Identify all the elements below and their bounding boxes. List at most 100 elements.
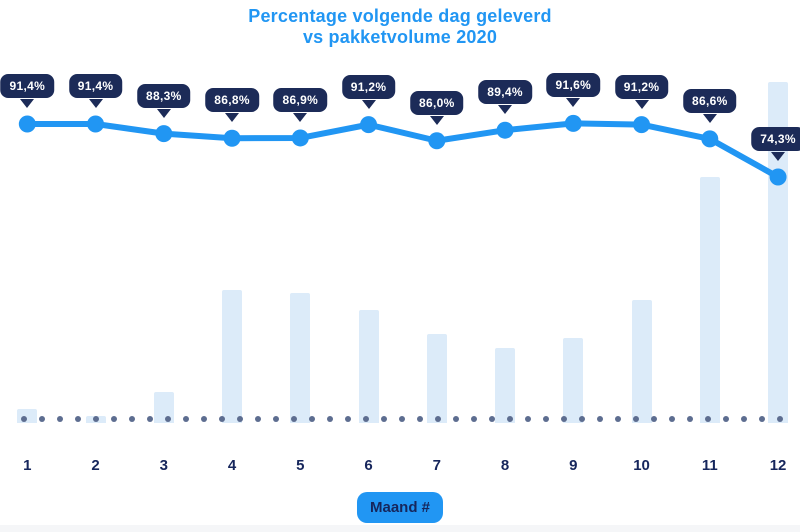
baseline-dot [633,416,639,422]
volume-bar [768,82,789,423]
baseline-dot [345,416,351,422]
x-axis-label: 4 [227,457,237,474]
value-tooltip-label: 91,4% [77,79,114,93]
data-point-marker [769,168,787,186]
x-axis-label: 2 [91,457,100,474]
value-tooltip-label: 91,2% [350,79,387,94]
baseline-dot [561,416,567,422]
data-point-marker [360,116,378,134]
baseline-dot [381,416,387,422]
baseline-dot [21,416,27,422]
baseline-dot [525,416,531,422]
value-tooltip-label: 86,0% [419,95,455,110]
baseline-dot [129,416,135,422]
value-tooltip: 91,6% [546,73,601,98]
data-point-marker [18,115,36,133]
x-axis-label: 7 [432,457,441,474]
volume-bar [563,337,584,423]
baseline-dot [705,416,711,422]
baseline-dot [543,416,549,422]
baseline-dot [183,416,189,422]
tooltip-tail [361,99,376,109]
value-tooltip: 91,4% [0,74,55,98]
value-tooltip: 89,4% [478,80,532,105]
volume-bar [222,290,243,423]
baseline-dot [471,416,477,422]
value-tooltip-label: 91,4% [9,79,46,93]
baseline-dot [435,416,441,422]
data-point-marker [223,129,241,147]
volume-bar [153,392,174,423]
baseline-dot [759,416,765,422]
value-tooltip-label: 89,4% [487,85,523,100]
baseline-dot [219,416,225,422]
x-axis-label: 5 [296,457,305,474]
chart-title-line1: Percentage volgende dag geleverd [248,6,552,26]
x-axis-label: 11 [701,457,718,474]
volume-bar [358,310,379,423]
baseline-dot [651,416,657,422]
baseline-dot [687,416,693,422]
x-axis-title-pill: Maand # [356,492,444,523]
data-point-marker [633,116,651,134]
value-tooltip: 91,4% [68,74,123,98]
tooltip-tail [293,112,308,122]
baseline-dot [399,416,405,422]
baseline-dot [255,416,261,422]
x-axis-label: 1 [23,457,32,474]
chart-title-line2: vs pakketvolume 2020 [302,27,498,47]
x-axis-label: 12 [769,457,787,474]
value-tooltip-label: 86,6% [692,93,728,108]
value-tooltip-label: 88,3% [146,88,182,103]
baseline-dot [615,416,621,422]
tooltip-tail [225,113,240,123]
baseline-dot [723,416,729,422]
x-axis-label: 8 [500,457,510,474]
data-point-marker [564,114,582,132]
data-point-marker [155,125,173,143]
tooltip-tail [20,99,35,108]
volume-bar [426,334,447,423]
value-tooltip-label: 86,8% [214,93,250,108]
data-point-marker [496,121,514,139]
baseline-dot [741,416,747,422]
baseline-dot [111,416,117,422]
volume-bar [699,177,720,423]
value-tooltip: 86,9% [273,87,328,112]
value-tooltip-label: 91,6% [555,78,592,93]
bottom-strip [0,525,800,532]
baseline-dot [39,416,45,422]
baseline-dot [363,416,369,422]
data-point-marker [291,129,309,147]
baseline-dot [75,416,81,422]
baseline-dot [453,416,459,422]
tooltip-tail [429,115,444,125]
x-axis-label: 9 [569,457,578,474]
baseline-dot [417,416,423,422]
volume-bar [495,347,516,423]
tooltip-tail [702,113,717,123]
volume-bar [290,293,311,423]
value-tooltip: 86,8% [205,88,259,113]
baseline-dot [273,416,279,422]
tooltip-tail [566,98,581,108]
baseline-dot [669,416,675,422]
baseline-dot [489,416,495,422]
baseline-dot [93,416,99,422]
tooltip-tail [771,152,786,161]
x-axis-label: 3 [159,457,168,474]
value-tooltip-label: 86,9% [282,92,319,107]
baseline-dot [579,416,585,422]
baseline-dot [597,416,603,422]
data-point-marker [701,130,719,148]
baseline-dot [237,416,243,422]
baseline-dot [291,416,297,422]
tooltip-tail [88,99,103,108]
baseline-dot [165,416,171,422]
baseline-dot [507,416,513,422]
value-tooltip: 88,3% [137,83,191,108]
value-tooltip: 86,6% [683,88,737,113]
